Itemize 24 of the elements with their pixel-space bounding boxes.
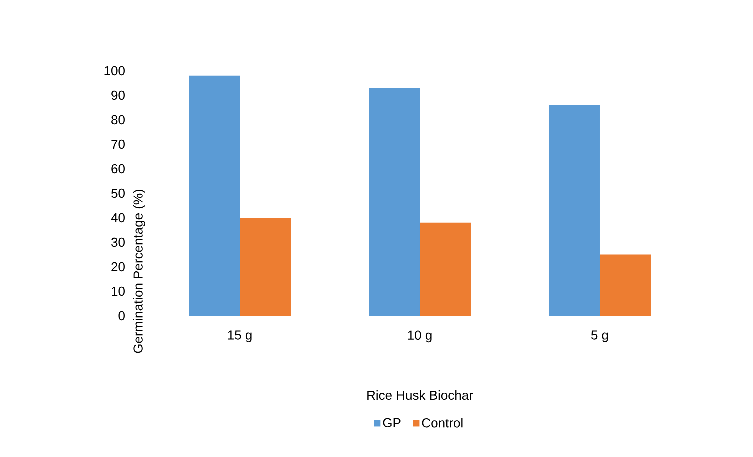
legend-label: Control (422, 418, 463, 428)
y-tick-label: 60 (112, 164, 125, 174)
x-tick-label: 15 g (228, 330, 252, 342)
bar (369, 88, 420, 316)
y-tick-label: 100 (104, 66, 125, 76)
y-tick-label: 70 (112, 140, 125, 150)
bar (189, 76, 240, 316)
y-tick-label: 50 (112, 188, 125, 198)
x-tick-label: 5 g (591, 330, 608, 342)
y-axis-title: Germination Percentage (%) (133, 190, 146, 354)
y-tick-label: 90 (112, 90, 125, 100)
y-tick-label: 0 (118, 311, 125, 321)
bar (420, 222, 471, 316)
y-tick-label: 80 (112, 115, 125, 125)
x-axis-title: Rice Husk Biochar (368, 390, 474, 400)
bar (549, 105, 600, 316)
bar (240, 218, 291, 316)
y-tick-label: 30 (112, 238, 125, 248)
y-tick-label: 20 (112, 262, 125, 272)
y-tick-label: 10 (112, 286, 125, 296)
x-tick-label: 10 g (408, 330, 432, 343)
bar (600, 254, 651, 316)
y-tick-label: 40 (111, 213, 125, 223)
legend-label: GP (383, 418, 401, 428)
